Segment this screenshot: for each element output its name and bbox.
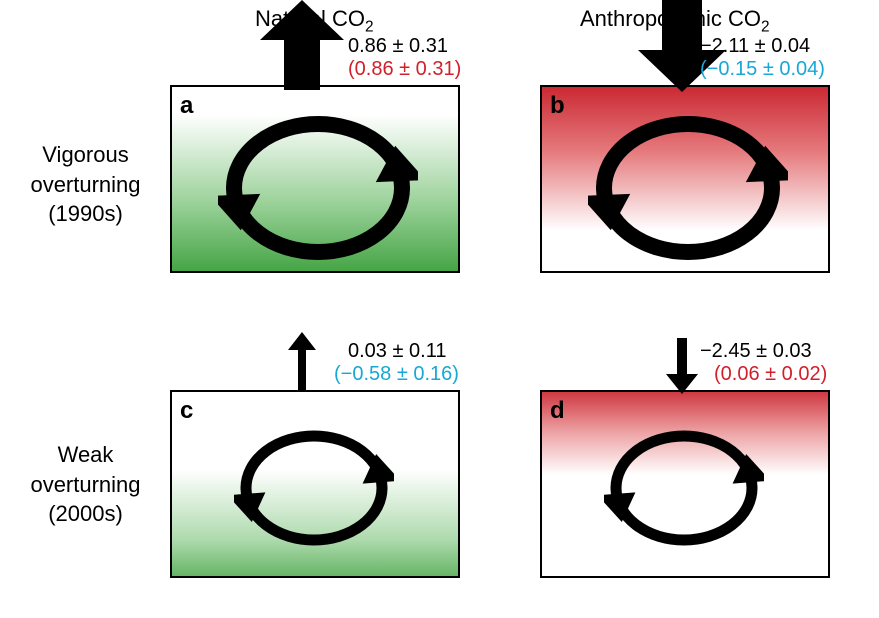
row-label-weak: Weakoverturning(2000s) [18,440,153,529]
flux-arrow-d [666,338,698,394]
value-a-primary: 0.86 ± 0.31 [348,35,448,58]
circulation-a [218,104,418,264]
value-b-secondary: (−0.15 ± 0.04) [700,58,825,81]
value-b-primary: −2.11 ± 0.04 [700,35,810,58]
figure-container: Natural CO2 Anthropogenic CO2 Vigorousov… [0,0,879,618]
circulation-c [234,422,394,552]
flux-arrow-c [288,332,316,392]
value-d-primary: −2.45 ± 0.03 [700,340,812,363]
value-d-secondary: (0.06 ± 0.02) [714,363,827,386]
flux-arrow-a [260,0,344,90]
panel-letter-c: c [180,397,193,425]
panel-letter-d: d [550,397,565,425]
value-c-secondary: (−0.58 ± 0.16) [334,363,459,386]
circulation-b [588,104,788,264]
panel-letter-a: a [180,92,193,120]
value-a-secondary: (0.86 ± 0.31) [348,58,461,81]
value-c-primary: 0.03 ± 0.11 [348,340,446,363]
row-label-vigorous: Vigorousoverturning(1990s) [18,140,153,229]
panel-letter-b: b [550,92,565,120]
circulation-d [604,422,764,552]
